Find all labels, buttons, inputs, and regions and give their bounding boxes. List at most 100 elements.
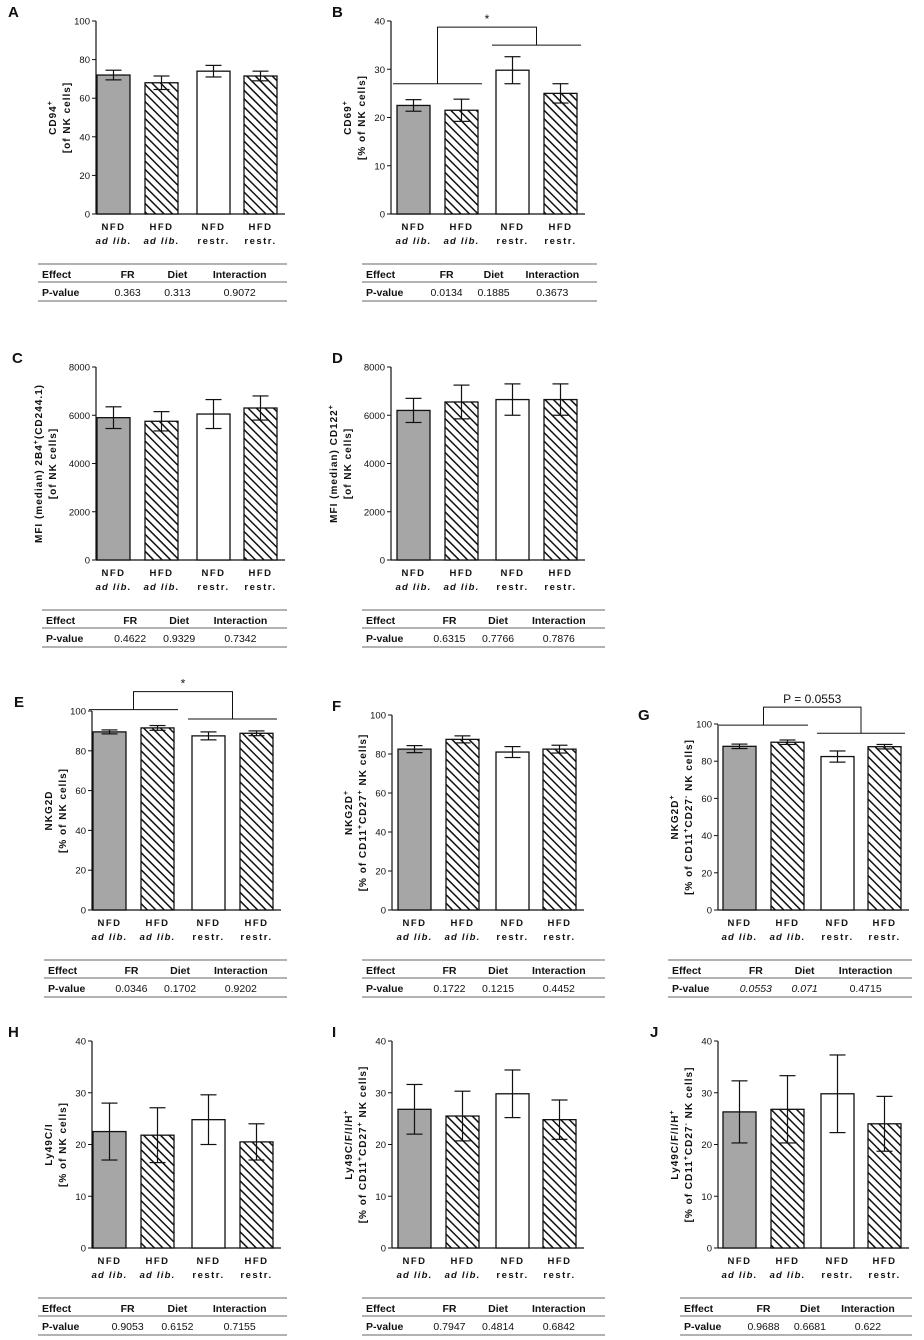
y-axis-label-line: [of NK cells] bbox=[62, 82, 73, 153]
y-tick-label: 30 bbox=[75, 1088, 86, 1099]
y-tick-label: 40 bbox=[75, 1037, 86, 1048]
pvalue-table: Effect FR Diet Interaction P-value 0.363 0.313… bbox=[38, 263, 287, 302]
y-axis-label-line: MFI (median) CD122 bbox=[329, 409, 340, 523]
x-tick-label: HFD bbox=[449, 222, 473, 233]
pvalue-diet: 0.9329 bbox=[163, 633, 195, 645]
y-axis-label-sup: + bbox=[357, 1121, 364, 1126]
x-tick-label: NFD bbox=[401, 568, 425, 579]
x-tick-label: NFD bbox=[97, 1256, 121, 1267]
panel-h: H 0 10 20 30 40 Ly49C/I [% of NK cells] NFD ad li… bbox=[8, 1024, 287, 1336]
pvalue-fr: 0.363 bbox=[114, 287, 140, 299]
y-tick-label: 10 bbox=[375, 1192, 386, 1203]
table-header-interaction: Interaction bbox=[526, 269, 580, 281]
error-bar bbox=[105, 406, 122, 430]
table-header-effect: Effect bbox=[366, 615, 396, 627]
x-tick-label: ad lib. bbox=[722, 1270, 758, 1281]
significance-bracket: * bbox=[393, 12, 581, 85]
table-header-interaction: Interaction bbox=[213, 1303, 267, 1315]
bar-hfd-restr bbox=[543, 398, 578, 561]
x-tick-label: NFD bbox=[402, 1256, 426, 1267]
error-bar bbox=[405, 397, 422, 424]
pvalue-table: Effect FR Diet Interaction P-value 0.9053 0.61… bbox=[38, 1297, 287, 1336]
x-tick-label: restr. bbox=[240, 1270, 272, 1281]
table-header-effect: Effect bbox=[366, 269, 396, 281]
y-tick-label: 0 bbox=[707, 906, 712, 917]
table-row-label: P-value bbox=[42, 287, 80, 299]
pvalue-diet: 0.071 bbox=[791, 983, 817, 995]
y-tick-label: 0 bbox=[707, 1244, 712, 1255]
y-tick-label: 20 bbox=[79, 171, 90, 182]
significance-label: * bbox=[485, 12, 490, 26]
y-axis-label-sup: - bbox=[683, 1122, 690, 1125]
bar-nfd-restr bbox=[820, 755, 855, 911]
y-tick-label: 10 bbox=[374, 161, 385, 172]
bar-nfd-restr bbox=[196, 413, 231, 561]
y-axis-label-line: NK cells] bbox=[684, 739, 695, 795]
table-header-diet: Diet bbox=[484, 269, 504, 281]
x-tick-label: NFD bbox=[500, 918, 524, 929]
pvalue-interaction: 0.622 bbox=[855, 1321, 881, 1333]
bar-hfd-restr bbox=[542, 748, 577, 911]
pvalue-interaction: 0.6842 bbox=[543, 1321, 575, 1333]
x-tick-label: restr. bbox=[496, 932, 528, 943]
table-header-effect: Effect bbox=[46, 615, 76, 627]
pvalue-fr: 0.6315 bbox=[433, 633, 465, 645]
table-header-interaction: Interaction bbox=[532, 965, 586, 977]
pvalue-fr: 0.9688 bbox=[747, 1321, 779, 1333]
x-tick-label: HFD bbox=[548, 222, 572, 233]
error-bar bbox=[248, 1123, 265, 1161]
table-header-effect: Effect bbox=[366, 1303, 396, 1315]
bar-hfd-ad-lib bbox=[144, 420, 179, 561]
pvalue-table: Effect FR Diet Interaction P-value 0.9688 0.66… bbox=[680, 1297, 912, 1336]
x-tick-label: ad lib. bbox=[397, 932, 433, 943]
y-tick-label: 20 bbox=[75, 1140, 86, 1151]
table-row-label: P-value bbox=[366, 1321, 404, 1333]
bar-nfd-ad-lib bbox=[722, 745, 757, 911]
bar-nfd-ad-lib bbox=[397, 748, 432, 911]
x-tick-label: restr. bbox=[240, 932, 272, 943]
bar-nfd-ad-lib bbox=[396, 409, 431, 561]
error-bar bbox=[731, 743, 748, 750]
x-tick-label: restr. bbox=[868, 1270, 900, 1281]
y-tick-label: 30 bbox=[374, 65, 385, 76]
x-tick-label: restr. bbox=[496, 582, 528, 593]
x-tick-label: HFD bbox=[547, 918, 571, 929]
pvalue-diet: 0.4814 bbox=[482, 1321, 514, 1333]
x-tick-label: NFD bbox=[101, 568, 125, 579]
x-tick-label: HFD bbox=[775, 918, 799, 929]
panel-b: B 0 10 20 30 40 CD69+ [% of NK cells] NFD ad lib.… bbox=[332, 4, 597, 302]
table-header-diet: Diet bbox=[488, 1303, 508, 1315]
y-tick-label: 0 bbox=[381, 1244, 386, 1255]
pvalue-fr: 0.0134 bbox=[431, 287, 463, 299]
significance-bracket: * bbox=[89, 677, 277, 720]
x-tick-label: NFD bbox=[402, 918, 426, 929]
x-tick-label: ad lib. bbox=[722, 932, 758, 943]
bar-hfd-ad-lib bbox=[444, 109, 479, 215]
y-axis-label-line: [% of NK cells] bbox=[357, 75, 368, 160]
x-tick-label: NFD bbox=[727, 918, 751, 929]
y-axis-label-line: [% of NK cells] bbox=[58, 768, 69, 853]
pvalue-fr: 0.4622 bbox=[114, 633, 146, 645]
y-axis-label-line: [% of NK cells] bbox=[58, 1102, 69, 1187]
y-axis-label-line: NK cells] bbox=[358, 1066, 369, 1122]
pvalue-interaction: 0.4715 bbox=[850, 983, 882, 995]
panel-letter: D bbox=[332, 350, 343, 367]
y-axis-label-sup: - bbox=[683, 795, 690, 798]
table-header-diet: Diet bbox=[168, 269, 188, 281]
x-tick-label: HFD bbox=[449, 568, 473, 579]
y-axis-label-sup: + bbox=[683, 828, 690, 833]
table-row-label: P-value bbox=[42, 1321, 80, 1333]
x-tick-label: NFD bbox=[825, 918, 849, 929]
table-header-fr: FR bbox=[440, 269, 454, 281]
error-bar bbox=[252, 395, 269, 421]
error-bar bbox=[454, 735, 471, 744]
error-bar bbox=[149, 724, 166, 731]
bar-nfd-ad-lib bbox=[92, 731, 127, 911]
table-row-label: P-value bbox=[46, 633, 84, 645]
error-bar bbox=[779, 1075, 796, 1144]
table-header-fr: FR bbox=[123, 615, 137, 627]
y-tick-label: 20 bbox=[701, 1140, 712, 1151]
y-axis-label-line: (CD244.1) bbox=[34, 384, 45, 439]
y-axis-label: NKG2D [% of NK cells] bbox=[44, 768, 69, 853]
